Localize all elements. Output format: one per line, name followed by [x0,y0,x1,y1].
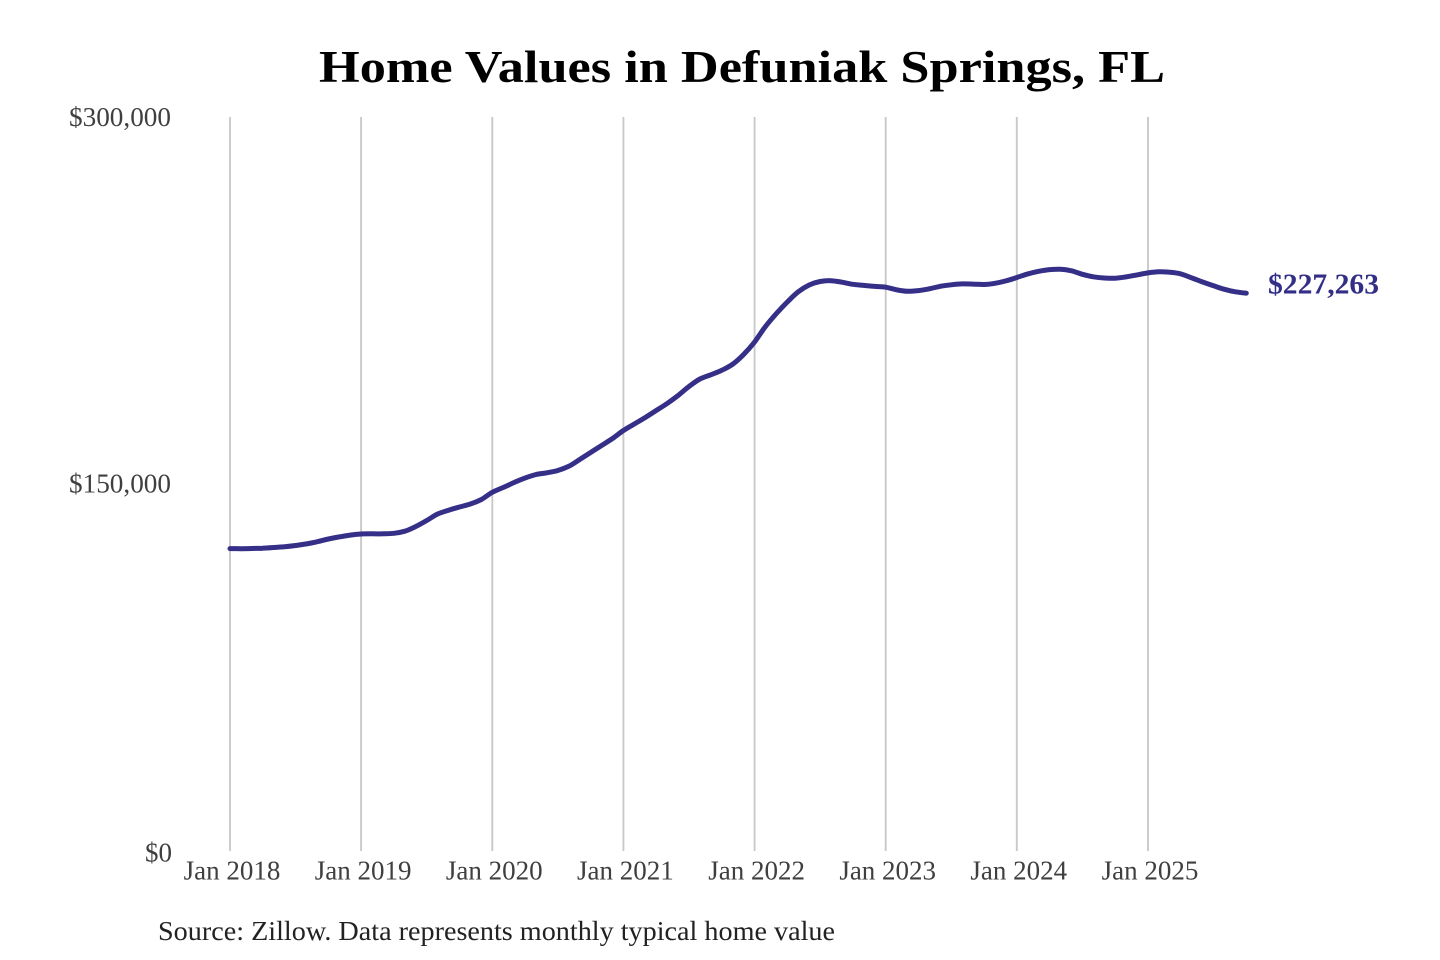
svg-text:Source: Zillow. Data represent: Source: Zillow. Data represents monthly … [158,915,835,946]
svg-text:Jan 2020: Jan 2020 [446,856,543,886]
svg-text:Home Values in Defuniak Spring: Home Values in Defuniak Springs, FL [319,42,1165,92]
svg-text:Jan 2019: Jan 2019 [315,856,412,886]
svg-text:$150,000: $150,000 [69,469,171,499]
svg-text:Jan 2022: Jan 2022 [708,856,805,886]
svg-text:$0: $0 [145,838,172,868]
svg-text:Jan 2023: Jan 2023 [839,856,936,886]
svg-text:Jan 2024: Jan 2024 [970,856,1067,886]
svg-text:$227,263: $227,263 [1268,270,1379,301]
svg-text:Jan 2021: Jan 2021 [577,856,674,886]
svg-text:$300,000: $300,000 [69,102,171,132]
svg-text:Jan 2025: Jan 2025 [1102,856,1199,886]
svg-text:Jan 2018: Jan 2018 [184,856,281,886]
